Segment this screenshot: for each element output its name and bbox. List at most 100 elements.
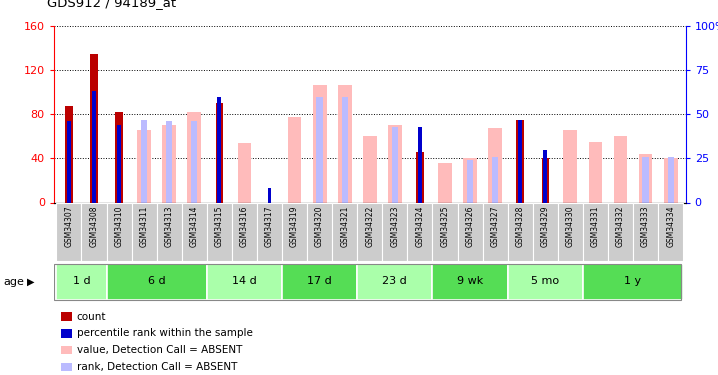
Bar (257, 202, 282, 261)
Bar (488, 128, 502, 202)
Bar (106, 202, 131, 261)
Text: 17 d: 17 d (307, 276, 332, 286)
Text: GSM34333: GSM34333 (641, 206, 650, 247)
Text: GSM34329: GSM34329 (541, 206, 550, 247)
Text: GSM34328: GSM34328 (516, 206, 525, 247)
Bar (392, 127, 398, 202)
Bar (56, 264, 106, 300)
Text: 1 y: 1 y (625, 276, 642, 286)
Bar (363, 136, 377, 202)
Bar (633, 202, 658, 261)
Text: GSM34307: GSM34307 (65, 206, 73, 247)
Text: ▶: ▶ (27, 277, 34, 287)
Text: GSM34320: GSM34320 (315, 206, 324, 247)
Bar (457, 202, 482, 261)
Bar (382, 202, 407, 261)
Text: GSM34308: GSM34308 (90, 206, 98, 247)
Bar (643, 157, 648, 203)
Text: GDS912 / 94189_at: GDS912 / 94189_at (47, 0, 176, 9)
Bar (141, 120, 147, 202)
Bar (407, 202, 432, 261)
Bar (416, 152, 424, 202)
Bar (516, 120, 524, 202)
Bar (663, 158, 678, 203)
Text: GSM34324: GSM34324 (416, 206, 424, 247)
Text: GSM34321: GSM34321 (340, 206, 349, 247)
Bar (342, 97, 348, 202)
Bar (432, 202, 457, 261)
Bar (583, 264, 684, 300)
Bar (589, 142, 602, 202)
Text: GSM34316: GSM34316 (240, 206, 249, 247)
Bar (332, 202, 358, 261)
Bar (282, 264, 358, 300)
Text: GSM34323: GSM34323 (391, 206, 399, 247)
Bar (544, 150, 547, 202)
Text: GSM34330: GSM34330 (566, 206, 575, 247)
Text: GSM34332: GSM34332 (616, 206, 625, 247)
Bar (191, 122, 197, 202)
Bar (639, 154, 653, 203)
Bar (288, 117, 302, 202)
Bar (137, 130, 151, 203)
Text: 6 d: 6 d (148, 276, 165, 286)
Text: GSM34327: GSM34327 (490, 206, 500, 247)
Text: 5 mo: 5 mo (531, 276, 559, 286)
Bar (358, 264, 432, 300)
Bar (207, 264, 282, 300)
Bar (117, 125, 121, 202)
Bar (492, 157, 498, 203)
Text: GSM34313: GSM34313 (164, 206, 174, 247)
Bar (668, 157, 673, 203)
Text: GSM34325: GSM34325 (440, 206, 449, 247)
Text: 1 d: 1 d (73, 276, 90, 286)
Bar (508, 264, 583, 300)
Bar (282, 202, 307, 261)
Bar (92, 92, 95, 202)
Bar (215, 104, 223, 202)
Bar (307, 202, 332, 261)
Bar (56, 202, 81, 261)
Bar (337, 85, 352, 203)
Bar (65, 106, 73, 202)
Text: GSM34314: GSM34314 (190, 206, 199, 247)
Bar (558, 202, 583, 261)
Bar (187, 112, 201, 202)
Bar (232, 202, 257, 261)
Text: GSM34322: GSM34322 (365, 206, 374, 247)
Bar (218, 97, 221, 202)
Text: GSM34317: GSM34317 (265, 206, 274, 247)
Bar (358, 202, 382, 261)
Bar (533, 202, 558, 261)
Text: GSM34334: GSM34334 (666, 206, 675, 247)
Text: GSM34315: GSM34315 (215, 206, 224, 247)
Bar (658, 202, 684, 261)
Bar (90, 54, 98, 202)
Bar (608, 202, 633, 261)
Text: 23 d: 23 d (383, 276, 407, 286)
Bar (67, 122, 71, 202)
Bar (313, 85, 327, 203)
Text: GSM34326: GSM34326 (465, 206, 475, 247)
Bar (207, 202, 232, 261)
Bar (157, 202, 182, 261)
Text: rank, Detection Call = ABSENT: rank, Detection Call = ABSENT (77, 362, 237, 372)
Text: GSM34319: GSM34319 (290, 206, 299, 247)
Bar (482, 202, 508, 261)
Text: value, Detection Call = ABSENT: value, Detection Call = ABSENT (77, 345, 242, 355)
Text: GSM34331: GSM34331 (591, 206, 600, 247)
Text: GSM34311: GSM34311 (139, 206, 149, 247)
Bar (418, 127, 421, 202)
Text: count: count (77, 312, 106, 321)
Bar (432, 264, 508, 300)
Bar (317, 97, 323, 202)
Text: 9 wk: 9 wk (457, 276, 483, 286)
Bar (238, 143, 251, 202)
Bar (388, 125, 402, 202)
Bar (467, 160, 473, 202)
Bar (564, 130, 577, 203)
Bar (614, 136, 628, 202)
Bar (131, 202, 157, 261)
Bar (583, 202, 608, 261)
Text: 14 d: 14 d (232, 276, 257, 286)
